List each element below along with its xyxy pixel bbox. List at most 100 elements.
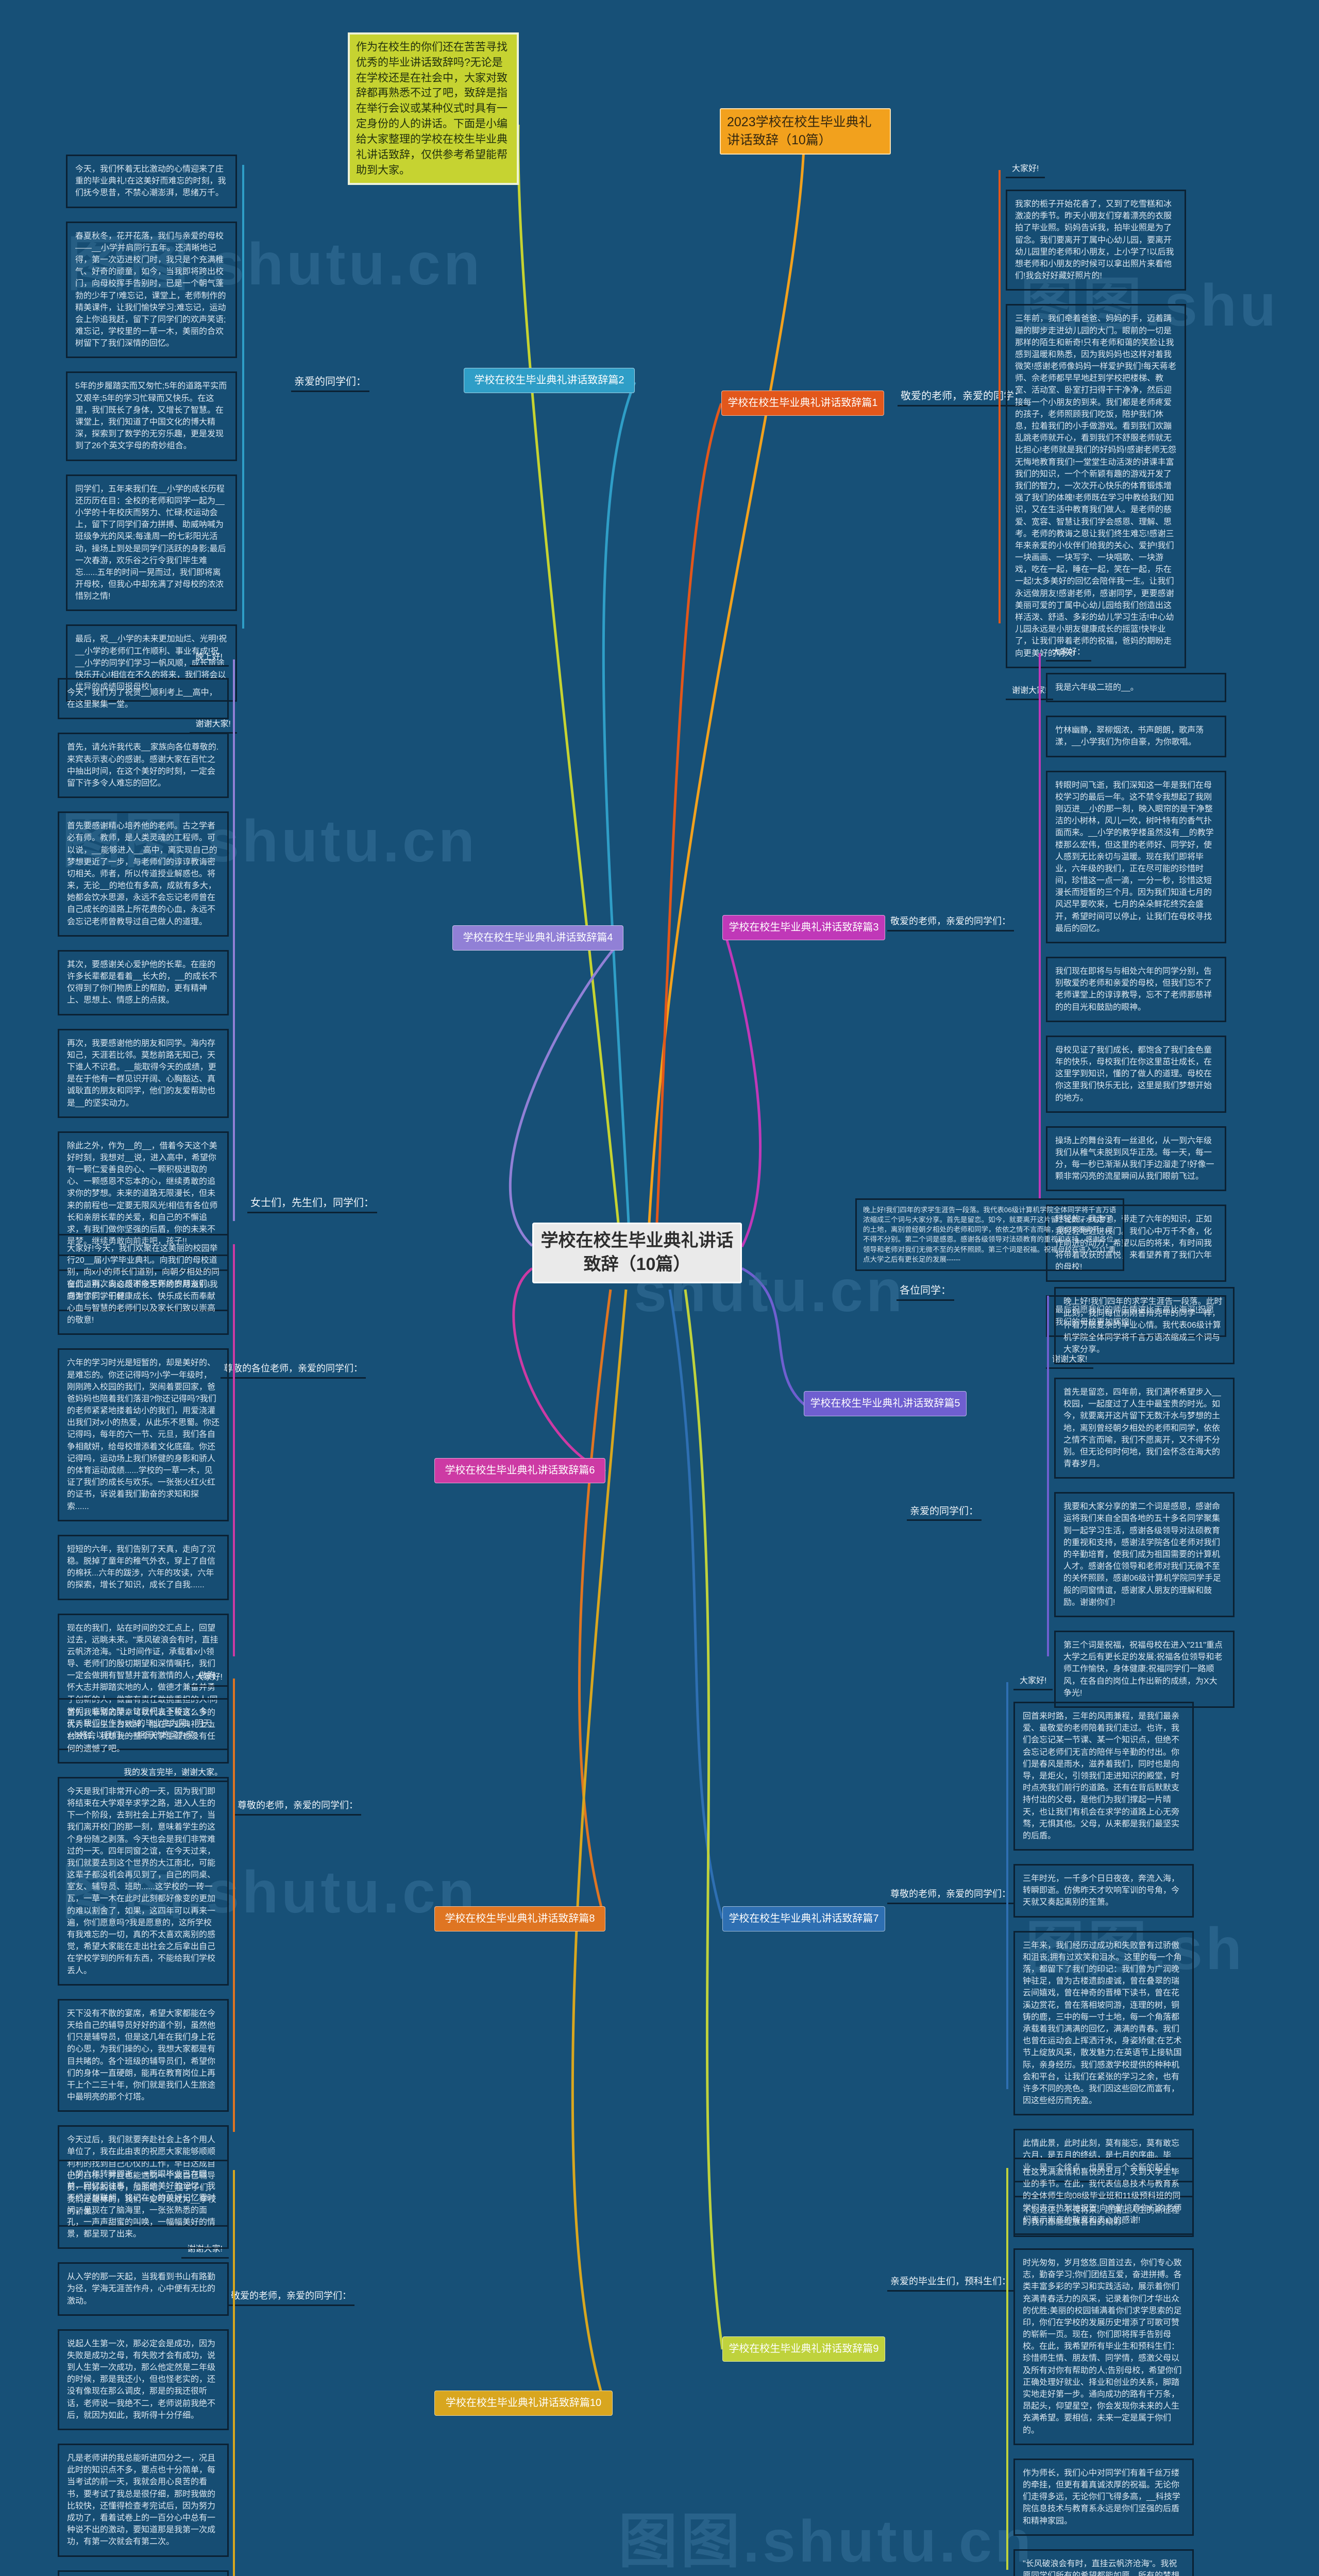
paragraph-box: 今天，我们怀着无比激动的心情迎来了庄重的毕业典礼!在这美好而难忘的时刻，我们抚今… bbox=[66, 155, 237, 208]
greeting-or-closing-box: 谢谢大家! bbox=[1006, 682, 1054, 700]
branch-greeting-label: 亲爱的同学们： bbox=[291, 372, 369, 392]
paragraph-box: 三年时光，一千多个日日夜夜，奔流入海，转瞬即逝。仿佛昨天才吹响军训的号角，今天就… bbox=[1013, 1864, 1194, 1918]
paragraph-box: 三年来，我们经历过成功和失败曾有过骄傲和沮丧;拥有过欢笑和泪水。这里的每一个角落… bbox=[1013, 1930, 1194, 2116]
paragraph-box: 第三个词是祝福，祝福母校在进入"211"重点大学之后有更长足的发展;祝福各位领导… bbox=[1054, 1630, 1235, 1708]
branch-sub-greeting-label: 亲爱的同学们： bbox=[907, 1502, 982, 1521]
paragraph-box: 同学们，五年来我们在__小学的成长历程还历历在目：全校的老师和同学一起为__小学… bbox=[66, 474, 237, 612]
greeting-or-closing-box: 谢谢大家! bbox=[1046, 1350, 1094, 1369]
paragraph-box: 转眼时间飞逝，我们深知这一年是我们在母校学习的最后一年。这不禁令我想起了我刚刚迈… bbox=[1046, 770, 1226, 943]
paragraph-box: 不念过往，不畏将来。愿踏上人生的新征程的我们都能绽放各自的精彩! bbox=[1013, 2195, 1194, 2238]
branch-spine bbox=[1006, 1682, 1008, 2089]
root-topic-node[interactable]: 2023学校在校生毕业典礼讲话致辞（10篇） bbox=[720, 108, 891, 155]
paragraph-box: 大家好!今天，我们欢聚在这美丽的校园举行20__届小学毕业典礼。向我们的母校道别… bbox=[58, 1234, 229, 1335]
paragraph-box: 短短的六年，我们告别了天真，走向了沉稳。脱掉了童年的稚气外衣，穿上了自信的棉袄.… bbox=[58, 1534, 229, 1600]
branch-greeting-label: 各位同学： bbox=[897, 1281, 954, 1301]
paragraph-box: 5年的步履踏实而又匆忙;5年的道路平实而又艰辛;5年的学习忙碌而又快乐。在这里，… bbox=[66, 371, 237, 461]
paragraph-box: 从入学的那一天起，当我看到书山有路勤为径，学海无涯苦作舟，心中便有无比的激动。 bbox=[58, 2262, 229, 2316]
paragraph-box: 晚上好!我们四年的求学生涯告一段落。此时此刻，我同每位刚刚答辩完毕的同学一样，怀… bbox=[1054, 1287, 1235, 1364]
paragraph-box: 三年前，我们牵着爸爸、妈妈的手，迈着蹒跚的脚步走进幼儿园的大门。眼前的一切是那样… bbox=[1006, 304, 1186, 668]
branch-node[interactable]: 学校在校生毕业典礼讲话致辞篇1 bbox=[721, 391, 884, 416]
branch-greeting-label: 敬爱的老师，亲爱的同学们： bbox=[887, 913, 1014, 931]
branch-paragraph-column: 大家好! 首先我非常的荣幸可以代表全校这么多的优秀毕业生上台致辞，能在毕业典礼上上… bbox=[58, 1668, 229, 2270]
paragraph-box: 母校见证了我们成长，都饱含了我们金色童年的快乐，母校我们在你这里茁壮成长，在这里… bbox=[1046, 1035, 1226, 1113]
watermark-text: 图图.shutu.cn bbox=[618, 2509, 1035, 2574]
branch-node[interactable]: 学校在校生毕业典礼讲话致辞篇4 bbox=[452, 925, 623, 951]
branch-node[interactable]: 学校在校生毕业典礼讲话致辞篇10 bbox=[434, 2391, 613, 2416]
greeting-or-closing-box: 晚上好! bbox=[189, 648, 229, 667]
paragraph-box: 此情此景，此时此刻，莫有能忘，莫有敢忘六月，是五月的终结，是七月的序曲。毕业，是… bbox=[1013, 2129, 1194, 2182]
paragraph-box: 轻轻的，我走了，带走了六年的知识，正如我轻轻地迈进校门。我们心中万千不舍，化作前… bbox=[1046, 1205, 1226, 1282]
branch-summary-box: 晚上好!我们四年的求学生涯告一段落。我代表06级计算机学院全体同学将千言万语浓缩… bbox=[855, 1198, 1124, 1271]
branch-paragraph-column: 晚上好!我们四年的求学生涯告一段落。此时此刻，我同每位刚刚答辩完毕的同学一样，怀… bbox=[1054, 1287, 1235, 1721]
branch-paragraph-column: 晚上好! 今天，我们为了祝贺__顺利考上__高中，在这里聚集一堂。首先，请允许我代… bbox=[58, 648, 229, 1325]
paragraph-box: 天下没有不散的宴席，希望大家都能在今天给自己的辅导员好好的道个别，虽然他们只是辅… bbox=[58, 1998, 229, 2112]
paragraph-box: 今天是我们非常开心的一天，因为我们即将结束在大学艰辛求学之路，进入人生的下一个阶… bbox=[58, 1776, 229, 1986]
branch-node[interactable]: 学校在校生毕业典礼讲话致辞篇3 bbox=[722, 915, 885, 940]
branch-spine bbox=[233, 2170, 235, 2576]
branch-spine bbox=[1039, 653, 1041, 1199]
paragraph-box: 我要和大家分享的第二个词是感恩，感谢命运将我们来自全国各地的五十多名同学聚集到一… bbox=[1054, 1492, 1235, 1617]
branch-node[interactable]: 学校在校生毕业典礼讲话致辞篇9 bbox=[722, 2336, 885, 2362]
branch-node[interactable]: 学校在校生毕业典礼讲话致辞篇8 bbox=[434, 1906, 605, 1931]
branch-spine bbox=[242, 165, 244, 629]
branch-greeting-label: 亲爱的毕业生们，预科生们： bbox=[887, 2273, 1014, 2292]
paragraph-box: 最后，祝__小学的未来更加灿烂、光明!祝__小学的老师们工作顺利、事业有成!祝_… bbox=[66, 624, 237, 702]
central-topic-node[interactable]: 学校在校生毕业典礼讲话致辞（10篇） bbox=[532, 1223, 742, 1283]
branch-greeting-label: 女士们，先生们，同学们： bbox=[247, 1193, 377, 1213]
paragraph-box: 在这充满激情和喜悦的五月，又到大学生毕业的季节。在此，我代表信息技术与教育系的全… bbox=[1013, 2158, 1194, 2235]
paragraph-box: 现在的我们，站在时间的交汇点上，回望过去，远眺未来。"乘风破浪会有时，直挂云帆济… bbox=[58, 1613, 229, 1751]
branch-paragraph-column: 在这充满激情和喜悦的五月，又到大学生毕业的季节。在此，我代表信息技术与教育系的全… bbox=[1013, 2158, 1194, 2576]
paragraph-box: 首先我非常的荣幸可以代表全校这么多的优秀毕业生上台致辞，能在毕业典礼上上台致辞，… bbox=[58, 1698, 229, 1764]
paragraph-box: 首先要感谢精心培养他的老师。古之学者必有师。教师，是人类灵魂的工程师。可以说，_… bbox=[58, 811, 229, 937]
greeting-or-closing-box: 大家好! bbox=[189, 1668, 229, 1687]
paragraph-box: 时光匆匆，岁月悠悠,回首过去，你们专心致志，勤奋学习;你们团结互爱，奋进拼搏。各… bbox=[1013, 2248, 1194, 2445]
paragraph-box: 我们现在即将与与相处六年的同学分别，告别敬爱的老师和亲爱的母校，但我们忘不了老师… bbox=[1046, 957, 1226, 1022]
branch-greeting-label: 尊敬的各位老师，亲爱的同学们： bbox=[221, 1360, 366, 1379]
paragraph-box: 我家的栀子开始花香了，又到了吃雪糕和冰激凌的季节。昨天小朋友们穿着漂亮的衣服拍了… bbox=[1006, 190, 1186, 291]
branch-node[interactable]: 学校在校生毕业典礼讲话致辞篇5 bbox=[804, 1391, 967, 1416]
paragraph-box: 首先，请允许我代表__家族向各位尊敬的.来宾表示衷心的感谢。感谢大家在百忙之中抽… bbox=[58, 733, 229, 799]
paragraph-box: 说起人生第一次，那必定会是成功，因为失败是成功之母，有失败才会有成功，说到人生第… bbox=[58, 2329, 229, 2430]
paragraph-box: 六年的学习时光是短暂的，却是美好的、是难忘的。你还记得吗?小学一年级时，刚刚跨入… bbox=[58, 1348, 229, 1521]
branch-spine bbox=[1047, 1296, 1049, 1656]
branch-paragraph-column: 大家好! 我家的栀子开始花香了，又到了吃雪糕和冰激凌的季节。昨天小朋友们穿着漂亮的… bbox=[1006, 160, 1186, 711]
branch-greeting-label: 尊敬的老师，亲爱的同学们： bbox=[887, 1886, 1014, 1904]
paragraph-box: 在以后的岁月里，我更加努力学习，更加刻苦看书，这使我连续几次获得了成功，正因为这… bbox=[58, 2570, 229, 2576]
greeting-or-closing-box: 大家好! bbox=[1006, 160, 1045, 178]
paragraph-box: 再次，我要感谢他的朋友和同学。海内存知己，天涯若比邻。莫愁前路无知己，天下谁人不… bbox=[58, 1028, 229, 1118]
paragraph-box: 作为师长，我们心中对同学们有着千丝万缕的牵挂，但更有着真诚浓厚的祝福。无论你们走… bbox=[1013, 2458, 1194, 2536]
paragraph-box: 回首来时路，三年的风雨兼程，是我们最亲爱、最敬爱的老师陪着我们走过。也许，我们会… bbox=[1013, 1702, 1194, 1851]
branch-spine bbox=[233, 1244, 235, 1656]
paragraph-box: 小学六年转瞬即逝，一眨眼毕业已在眼前，回忆起往事，与那些美好的记忆，我不经浮想联… bbox=[58, 2160, 229, 2249]
paragraph-box: 操场上的舞台没有一丝退化，从一到六年级我们从稚气未脱到风华正茂。每一天，每一分，… bbox=[1046, 1126, 1226, 1192]
branch-paragraph-column: 大家好! 回首来时路，三年的风雨兼程，是我们最亲爱、最敬爱的老师陪着我们走过。也许… bbox=[1013, 1672, 1194, 2250]
branch-node[interactable]: 学校在校生毕业典礼讲话致辞篇2 bbox=[464, 368, 635, 393]
branch-spine bbox=[999, 170, 1001, 623]
greeting-or-closing-box: 大家好： bbox=[1046, 643, 1092, 662]
branch-greeting-label: 尊敬的老师，亲爱的同学们： bbox=[234, 1797, 361, 1816]
paragraph-box: 凡是老师讲的我总能听进四分之一，况且此时的知识点不多，要点也十分简单，每当考试的… bbox=[58, 2444, 229, 2557]
intro-note[interactable]: 作为在校生的你们还在苦苦寻找优秀的毕业讲话致辞吗?无论是在学校还是在社会中，大家… bbox=[348, 32, 519, 185]
paragraph-box: "长风破浪会有时，直挂云帆济沧海"。我祝愿同学们所有的希望都能如愿，所有的梦想都… bbox=[1013, 2549, 1194, 2576]
paragraph-box: 我是六年级二班的__。 bbox=[1046, 673, 1226, 703]
greeting-or-closing-box: 大家好! bbox=[1013, 1672, 1053, 1690]
paragraph-box: 今天，我们为了祝贺__顺利考上__高中，在这里聚集一堂。 bbox=[58, 678, 229, 720]
branch-greeting-label: 敬爱的老师，亲爱的同学： bbox=[898, 386, 1027, 406]
paragraph-box: 春夏秋冬，花开花落，我们与亲爱的母校——__小学并肩同行五年。还清晰地记得，第一… bbox=[66, 221, 237, 359]
paragraph-box: 在此，再次衷心感谢今天到场的朋友们。感谢你们，干杯! bbox=[58, 1269, 229, 1311]
greeting-or-closing-box: 我的发言完毕，谢谢大家。 bbox=[117, 1764, 229, 1783]
branch-paragraph-column: 小学六年转瞬即逝，一眨眼毕业已在眼前，回忆起往事，与那些美好的记忆，我不经浮想联… bbox=[58, 2160, 229, 2576]
paragraph-box: 今天过后，我们就要奔赴社会上各个用人单位了，我在此由衷的祝愿大家能够顺顺利利的找… bbox=[58, 2125, 229, 2227]
paragraph-box: 其次，要感谢关心爱护他的长辈。在座的许多长辈都是看着__长大的，__的成长不仅得… bbox=[58, 950, 229, 1015]
paragraph-box: 竹林幽静，翠柳烟浓，书声朗朗，歌声荡漾，__小学我们为你自豪，为你歌唱。 bbox=[1046, 716, 1226, 757]
branch-node[interactable]: 学校在校生毕业典礼讲话致辞篇6 bbox=[434, 1458, 605, 1483]
branch-spine bbox=[233, 659, 235, 1221]
branch-node[interactable]: 学校在校生毕业典礼讲话致辞篇7 bbox=[722, 1906, 885, 1931]
branch-paragraph-column: 今天，我们怀着无比激动的心情迎来了庄重的毕业典礼!在这美好而难忘的时刻，我们抚今… bbox=[66, 155, 237, 745]
branch-paragraph-column: 大家好： 我是六年级二班的__。竹林幽静，翠柳烟浓，书声朗朗，歌声荡漾，__小学我… bbox=[1046, 643, 1226, 1380]
paragraph-box: 最后祝愿我们的师生情谊比天高比海深!祝愿我们的母校更加辉煌! bbox=[1046, 1295, 1226, 1337]
branch-paragraph-column: 大家好!今天，我们欢聚在这美丽的校园举行20__届小学毕业典礼。向我们的母校道别… bbox=[58, 1234, 229, 1793]
paragraph-box: 首先是留恋，四年前，我们满怀希望步入__校园，一起度过了人生中最宝贵的时光。如今… bbox=[1054, 1377, 1235, 1479]
branch-spine bbox=[233, 1679, 235, 2132]
